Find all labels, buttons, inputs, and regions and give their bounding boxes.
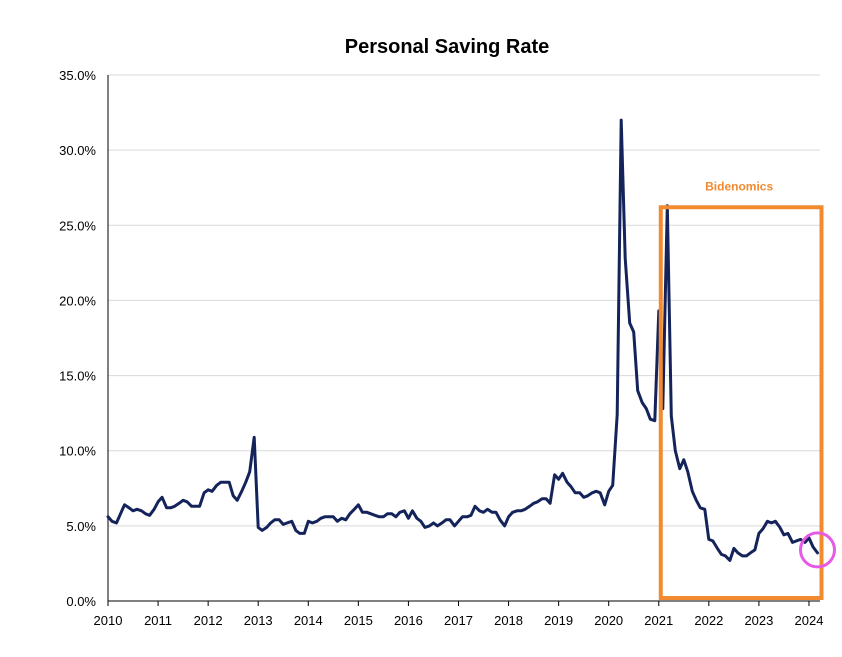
y-tick-label: 20.0%	[59, 293, 96, 308]
plot-frame	[107, 75, 820, 602]
x-tick-label: 2017	[444, 613, 473, 628]
y-tick-label: 30.0%	[59, 143, 96, 158]
x-tick-label: 2014	[294, 613, 323, 628]
x-tick-label: 2020	[594, 613, 623, 628]
chart-title: Personal Saving Rate	[345, 36, 550, 58]
x-tick-label: 2024	[795, 613, 824, 628]
y-axis-tick-labels: 0.0% 5.0% 10.0% 15.0% 20.0% 25.0% 30.0% 35.0%	[59, 68, 96, 609]
x-axis-tick-labels: 2010 2011 2012 2013 2014 2015 2016 2017 2018 2019…	[94, 613, 824, 628]
x-tick-label: 2019	[544, 613, 573, 628]
y-tick-label: 10.0%	[59, 444, 96, 459]
x-tick-label: 2010	[94, 613, 123, 628]
x-tick-label: 2011	[144, 613, 172, 628]
x-axis-ticks	[107, 601, 810, 606]
x-tick-label: 2015	[344, 613, 373, 628]
bidenomics-box	[658, 205, 824, 600]
series-line-saving-rate	[106, 118, 819, 562]
y-tick-label: 15.0%	[59, 369, 96, 384]
y-tick-label: 35.0%	[59, 68, 96, 83]
bidenomics-label: Bidenomics	[705, 179, 773, 193]
x-tick-label: 2018	[494, 613, 523, 628]
gridlines	[108, 74, 820, 527]
x-tick-label: 2012	[194, 613, 223, 628]
latest-value-highlight-circle	[798, 531, 836, 569]
x-tick-label: 2016	[394, 613, 423, 628]
y-tick-label: 25.0%	[59, 218, 96, 233]
y-tick-label: 5.0%	[66, 519, 96, 534]
y-tick-label: 0.0%	[66, 594, 96, 609]
x-tick-label: 2021	[644, 613, 673, 628]
x-tick-label: 2023	[744, 613, 773, 628]
x-tick-label: 2013	[244, 613, 273, 628]
annotations: Bidenomics	[658, 179, 836, 600]
x-tick-label: 2022	[694, 613, 723, 628]
series	[106, 118, 819, 562]
